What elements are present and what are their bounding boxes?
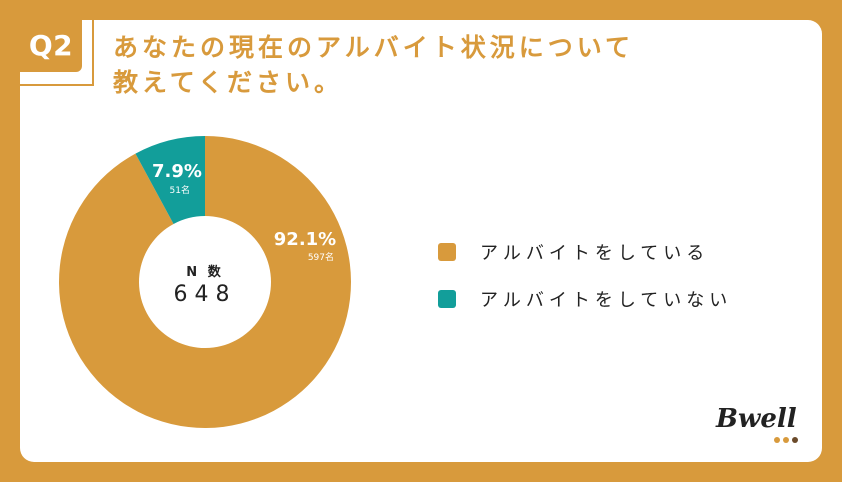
logo-dot — [774, 437, 780, 443]
center-label: N 数 — [186, 264, 223, 280]
badge-frame-horizontal — [20, 84, 94, 86]
legend-swatch-not-working — [438, 290, 456, 308]
slice-working — [58, 136, 352, 428]
question-badge — [20, 20, 82, 72]
logo-text: Bwell — [716, 404, 797, 434]
percent-label-not-working: 7.9% — [152, 161, 202, 182]
legend-item-not-working: アルバイトをしていない — [438, 287, 732, 311]
question-title-line2: 教えてください。 — [113, 68, 344, 97]
donut-slices — [58, 136, 352, 428]
count-label-not-working: 51名 — [170, 184, 190, 196]
legend-label-not-working: アルバイトをしていない — [480, 290, 733, 311]
logo-dot — [792, 437, 798, 443]
logo-dot — [783, 437, 789, 443]
question-title: あなたの現在のアルバイト状況について 教えてください。 — [113, 30, 713, 100]
center-value: 648 — [174, 282, 237, 307]
slice-not-working — [135, 136, 205, 224]
bwell-logo: Bwell — [716, 404, 798, 450]
badge-frame-vertical — [92, 20, 94, 84]
question-number: Q2 — [28, 29, 74, 62]
question-title-line1: あなたの現在のアルバイト状況について — [113, 33, 635, 62]
legend-item-working: アルバイトをしている — [438, 240, 709, 264]
count-label-working: 597名 — [308, 251, 334, 263]
legend-label-working: アルバイトをしている — [480, 243, 710, 264]
logo-dots — [774, 437, 798, 443]
legend-swatch-working — [438, 243, 456, 261]
slice-labels: 92.1%597名 7.9% 51名 — [152, 161, 336, 263]
percent-label-working: 92.1% — [274, 229, 336, 250]
